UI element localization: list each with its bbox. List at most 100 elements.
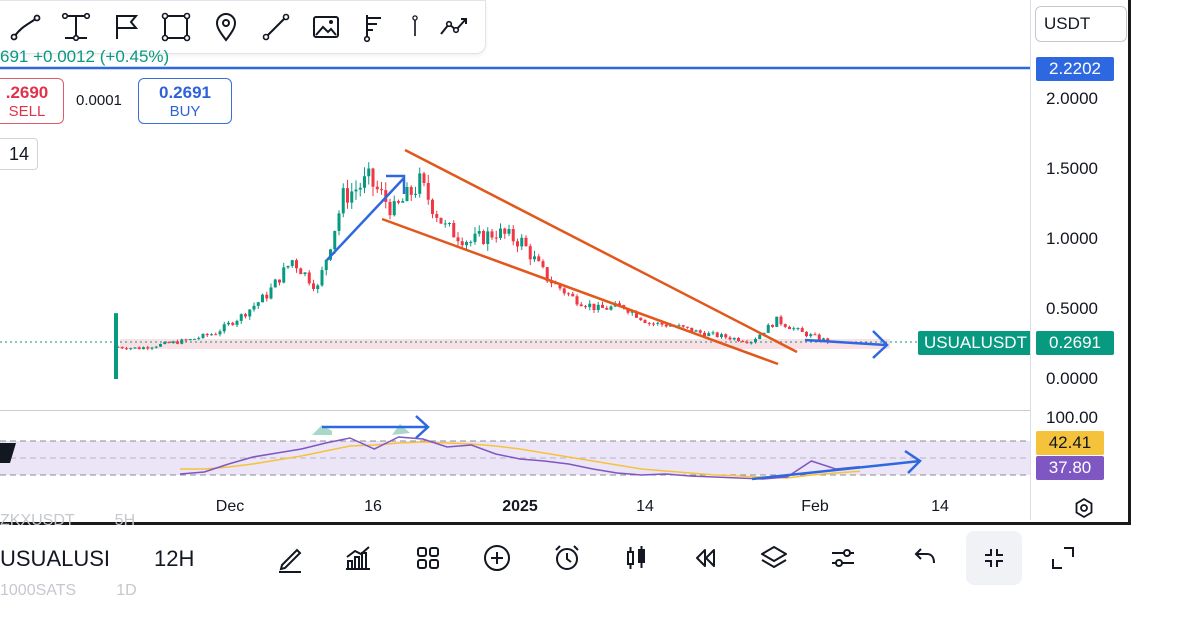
faint-watchlist-row-below: 1000SATS 1D bbox=[0, 582, 137, 600]
candle-body bbox=[652, 323, 655, 325]
image-icon[interactable] bbox=[301, 7, 351, 47]
rsi-peak-arrow[interactable] bbox=[322, 415, 430, 439]
pin-icon[interactable] bbox=[201, 7, 251, 47]
alert-icon[interactable] bbox=[539, 531, 595, 585]
chart-frame-right bbox=[1128, 0, 1131, 525]
symbol-tag: USUALUSDT bbox=[918, 331, 1030, 355]
candle-body bbox=[741, 341, 745, 343]
trendline-icon[interactable] bbox=[1, 7, 51, 47]
sell-label: SELL bbox=[8, 103, 46, 120]
candle-body bbox=[269, 287, 273, 299]
rsi-pane[interactable] bbox=[0, 411, 1030, 521]
candle-body bbox=[354, 189, 358, 192]
templates-icon[interactable] bbox=[400, 531, 456, 585]
sell-button[interactable]: .2690 SELL bbox=[0, 78, 64, 124]
candle-body bbox=[227, 322, 230, 325]
candle-body bbox=[749, 342, 753, 344]
candle-body bbox=[490, 231, 494, 238]
candle-body bbox=[771, 324, 774, 327]
candle-body bbox=[205, 333, 209, 336]
rsi-rising-arrow[interactable] bbox=[751, 449, 922, 481]
chart-settings-icon[interactable] bbox=[1072, 496, 1096, 520]
candle-body bbox=[397, 201, 400, 203]
layers-icon[interactable] bbox=[746, 531, 802, 585]
chart-type-icon[interactable] bbox=[608, 531, 664, 585]
candle-body bbox=[239, 314, 243, 321]
candle-body bbox=[528, 246, 532, 260]
candle-body bbox=[703, 332, 706, 337]
horizontal-line-price-tag[interactable]: 2.2202 bbox=[1036, 57, 1114, 81]
candle-body bbox=[690, 327, 694, 332]
candle-body bbox=[261, 294, 264, 303]
candle-body bbox=[282, 267, 286, 283]
collapse-icon[interactable] bbox=[966, 531, 1022, 585]
flag-icon[interactable] bbox=[101, 7, 151, 47]
drawing-toolbar bbox=[0, 0, 486, 54]
indicators-icon[interactable] bbox=[330, 531, 386, 585]
path-icon[interactable] bbox=[429, 7, 479, 47]
add-icon[interactable] bbox=[469, 531, 525, 585]
candle-body bbox=[618, 303, 621, 306]
candle-body bbox=[167, 341, 171, 344]
fullscreen-icon[interactable] bbox=[1035, 531, 1091, 585]
rsi-ma-value-tag: 37.80 bbox=[1036, 456, 1104, 480]
candle-body bbox=[715, 332, 719, 338]
candle-body bbox=[796, 328, 800, 330]
line-segment-icon[interactable] bbox=[251, 7, 301, 47]
draw-icon[interactable] bbox=[262, 531, 318, 585]
candle-body bbox=[486, 231, 490, 244]
candle-body bbox=[443, 223, 447, 225]
rsi-value-tag: 42.41 bbox=[1036, 431, 1104, 455]
candle-body bbox=[409, 186, 413, 195]
currency-selector[interactable]: USDT bbox=[1035, 6, 1127, 42]
flat-arrow[interactable] bbox=[804, 330, 889, 359]
wedge-upper-trendline[interactable] bbox=[404, 148, 798, 354]
overbought-fill-2 bbox=[392, 424, 410, 435]
candle-body bbox=[159, 343, 162, 347]
price-chart[interactable] bbox=[0, 0, 1030, 410]
buy-button[interactable]: 0.2691 BUY bbox=[138, 78, 232, 124]
candle-body bbox=[401, 201, 405, 203]
candle-body bbox=[724, 334, 728, 338]
candle-body bbox=[295, 260, 298, 269]
candle-body bbox=[290, 260, 294, 266]
candle-body bbox=[137, 347, 141, 350]
candle-body bbox=[465, 242, 468, 246]
candle-body bbox=[163, 341, 167, 344]
candle-body bbox=[635, 311, 638, 318]
candle-body bbox=[371, 168, 375, 187]
candle-body bbox=[630, 311, 634, 313]
candle-body bbox=[324, 259, 328, 271]
candle-body bbox=[418, 173, 422, 194]
candle-body bbox=[405, 186, 409, 202]
indicator-length-input[interactable]: 14 bbox=[0, 138, 38, 170]
candle-body bbox=[222, 324, 226, 332]
rally-arrow[interactable] bbox=[326, 174, 406, 261]
candle-body bbox=[817, 334, 821, 340]
wedge-lower-trendline[interactable] bbox=[381, 217, 779, 366]
arrow-marker-icon[interactable] bbox=[401, 7, 429, 47]
candle-body bbox=[265, 294, 269, 299]
candle-body bbox=[745, 341, 749, 343]
candle-body bbox=[537, 256, 541, 262]
candle-body bbox=[681, 325, 685, 327]
settings-icon[interactable] bbox=[815, 531, 871, 585]
price-axis-label: 0.0000 bbox=[1046, 369, 1098, 388]
replay-icon[interactable] bbox=[677, 531, 733, 585]
candle-body bbox=[431, 199, 434, 215]
candle-body bbox=[114, 313, 118, 379]
candle-body bbox=[439, 217, 443, 224]
candle-body bbox=[388, 201, 392, 216]
candle-body bbox=[686, 326, 689, 328]
symbol-selector[interactable]: USUALUSI bbox=[0, 546, 111, 571]
rectangle-icon[interactable] bbox=[151, 7, 201, 47]
vertical-measure-icon[interactable] bbox=[51, 7, 101, 47]
timeframe-selector[interactable]: 12H bbox=[154, 546, 195, 571]
candle-body bbox=[193, 338, 196, 340]
pane-separator[interactable] bbox=[0, 410, 1030, 411]
rsi-axis-top-label: 100.00 bbox=[1046, 408, 1098, 427]
price-axis-separator bbox=[1030, 0, 1031, 520]
fib-icon[interactable] bbox=[351, 7, 401, 47]
undo-icon[interactable] bbox=[896, 531, 952, 585]
candle-body bbox=[150, 347, 154, 349]
